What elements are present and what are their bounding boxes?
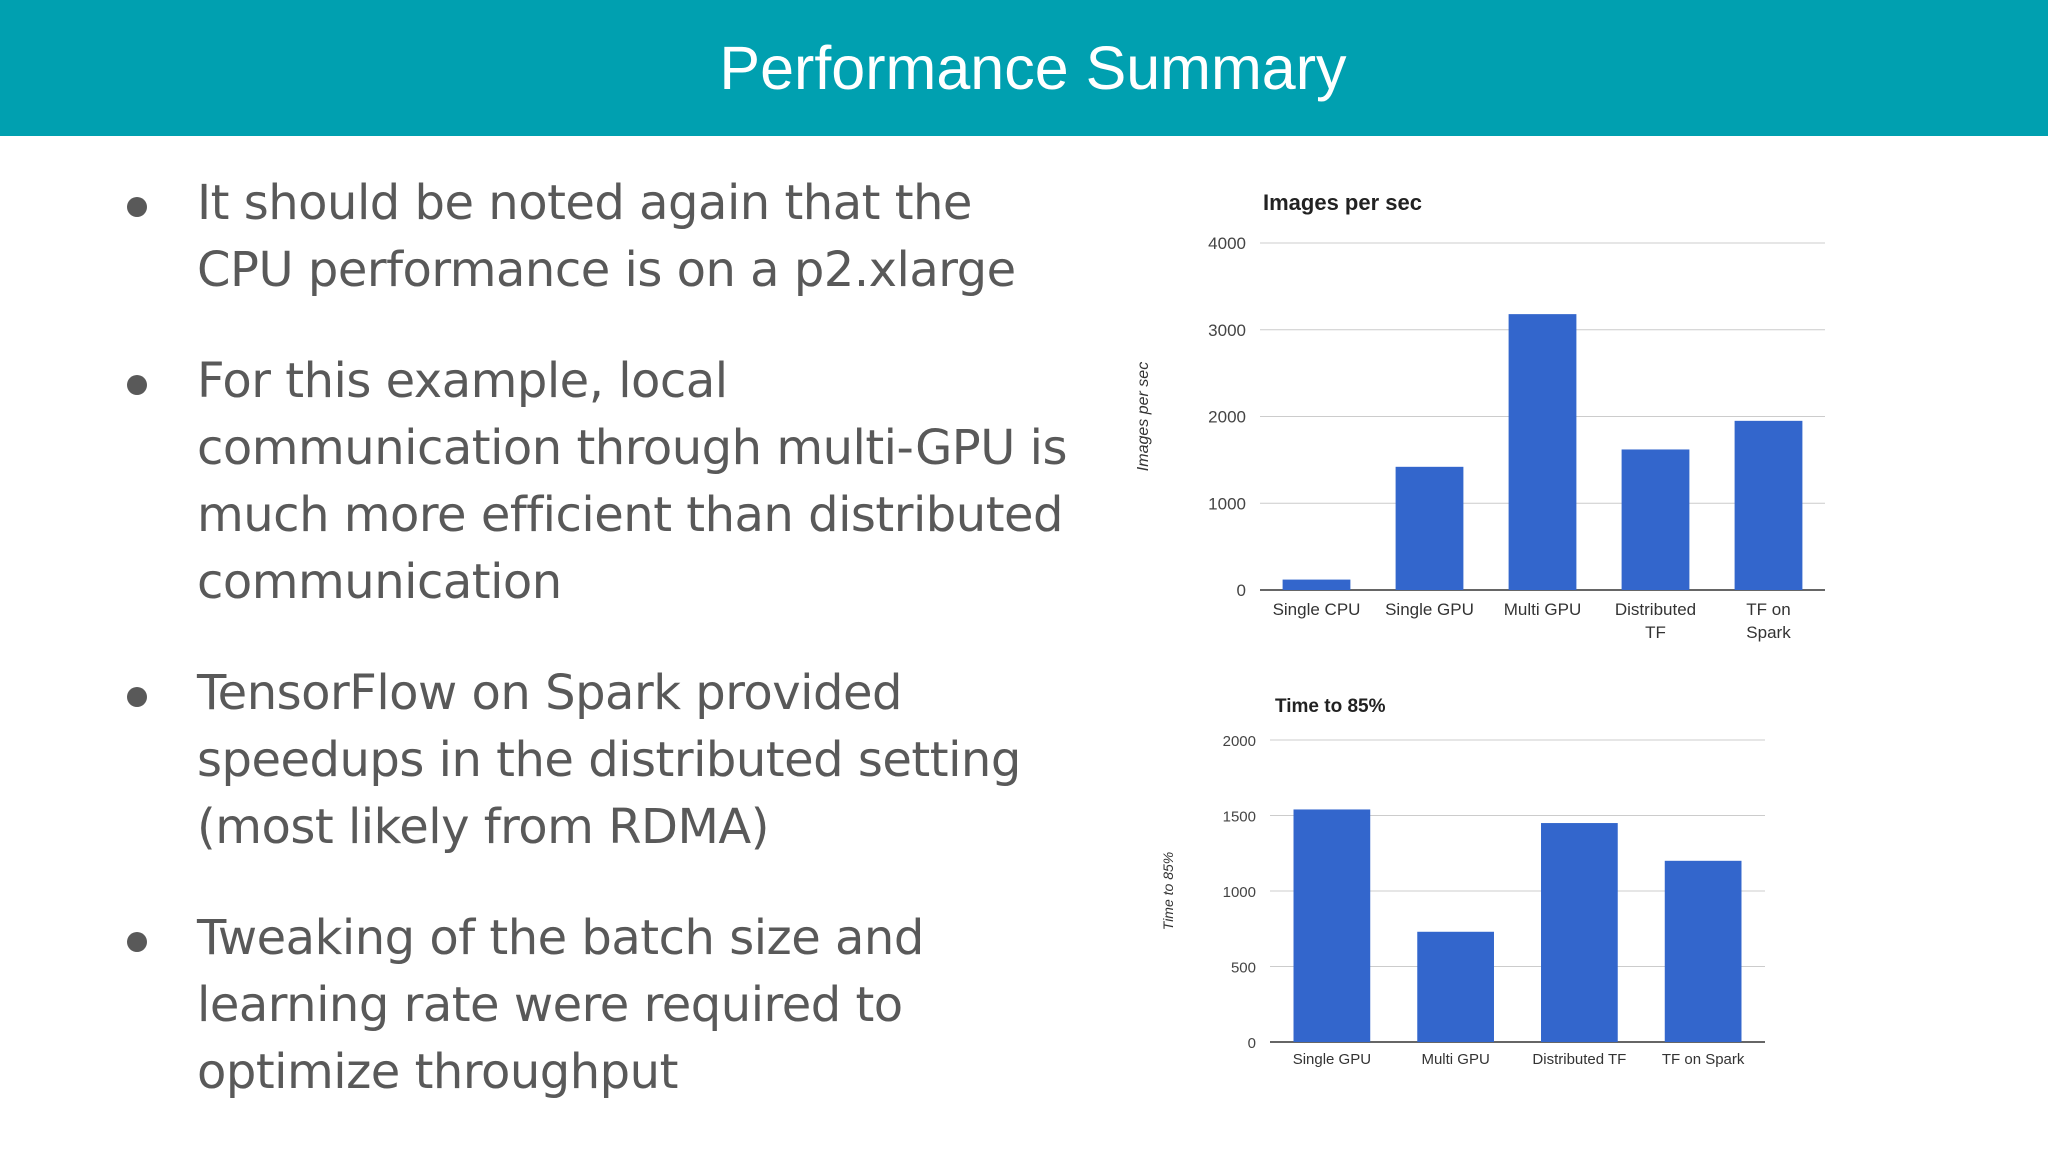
images-per-sec-x-tick-label-line: TF: [1645, 623, 1666, 642]
time-to-85-x-tick-label: Multi GPU: [1421, 1051, 1489, 1068]
images-per-sec-y-tick-label: 2000: [1208, 408, 1246, 427]
time-to-85-y-axis-label: Time to 85%: [1160, 852, 1176, 930]
images-per-sec-x-tick-label-line: Multi GPU: [1504, 600, 1581, 619]
images-per-sec-x-tick-label: Distributed TF: [1615, 600, 1696, 642]
images-per-sec-bar-single-cpu: [1282, 579, 1351, 590]
images-per-sec-x-tick-label-line: Single CPU: [1273, 600, 1361, 619]
bullet-text: TensorFlow on Spark provided speedups in…: [197, 665, 1021, 855]
time-to-85-y-tick-label: 500: [1231, 960, 1256, 977]
images-per-sec-bar-single-gpu: [1395, 466, 1464, 590]
time-to-85-x-tick-label: TF on Spark: [1662, 1051, 1745, 1068]
images-per-sec-x-tick-label: Multi GPU: [1504, 600, 1581, 619]
images-per-sec-title: Images per sec: [1263, 190, 1422, 215]
bullet-dot-icon: [127, 932, 147, 952]
time-to-85-chart-svg: Time to 85% 0 500 1000 1500 2000 Time to 85% Si…: [1160, 696, 1765, 1068]
time-to-85-y-tick-label: 2000: [1223, 733, 1256, 750]
time-to-85-x-tick-label: Single GPU: [1293, 1051, 1371, 1068]
images-per-sec-x-tick-label-line: Distributed: [1615, 600, 1696, 619]
bullet-list: It should be noted again that the CPU pe…: [118, 170, 1078, 1150]
images-per-sec-x-tick-label: TF on Spark: [1746, 600, 1791, 642]
images-per-sec-y-tick-label: 0: [1237, 581, 1246, 600]
images-per-sec-x-tick-label: Single CPU: [1273, 600, 1361, 619]
images-per-sec-x-tick-label-line: Single GPU: [1385, 600, 1474, 619]
time-to-85-chart: Time to 85% 0 500 1000 1500 2000 Time to 85% Si…: [1150, 680, 1770, 1090]
bullet-item: For this example, local communication th…: [118, 348, 1078, 616]
bullet-dot-icon: [127, 197, 147, 217]
slide-title: Performance Summary: [719, 34, 1347, 102]
bullet-text: It should be noted again that the CPU pe…: [197, 175, 1016, 298]
images-per-sec-y-tick-label: 3000: [1208, 321, 1246, 340]
time-to-85-y-tick-label: 0: [1248, 1035, 1256, 1052]
images-per-sec-x-tick-label-line: Spark: [1746, 623, 1791, 642]
bullet-item: TensorFlow on Spark provided speedups in…: [118, 660, 1078, 861]
images-per-sec-x-tick-label: Single GPU: [1385, 600, 1474, 619]
bullet-text: For this example, local communication th…: [197, 353, 1067, 610]
bullet-dot-icon: [127, 375, 147, 395]
time-to-85-x-tick-label: Distributed TF: [1532, 1051, 1626, 1068]
images-per-sec-chart: Images per sec 0 1000 2000 3000 4000 Images pe…: [1120, 180, 1840, 650]
images-per-sec-y-tick-label: 4000: [1208, 234, 1246, 253]
time-to-85-title: Time to 85%: [1275, 696, 1386, 717]
time-to-85-y-tick-label: 1500: [1223, 809, 1256, 826]
images-per-sec-bar-tf-on-spark: [1734, 420, 1803, 590]
title-bar: Performance Summary: [0, 0, 2048, 136]
images-per-sec-bar-multi-gpu: [1508, 314, 1577, 590]
images-per-sec-y-tick-label: 1000: [1208, 494, 1246, 513]
images-per-sec-bar-distributed-tf: [1621, 449, 1690, 590]
images-per-sec-x-tick-label-line: TF on: [1746, 600, 1790, 619]
time-to-85-bar-distributed-tf: [1541, 823, 1618, 1042]
time-to-85-x-tick-label-line: Distributed TF: [1532, 1051, 1626, 1068]
bullet-dot-icon: [127, 687, 147, 707]
time-to-85-y-tick-label: 1000: [1223, 884, 1256, 901]
images-per-sec-chart-svg: Images per sec 0 1000 2000 3000 4000 Images pe…: [1135, 190, 1825, 642]
time-to-85-x-tick-label-line: TF on Spark: [1662, 1051, 1745, 1068]
bullet-text: Tweaking of the batch size and learning …: [197, 910, 924, 1100]
images-per-sec-y-axis-label: Images per sec: [1135, 362, 1152, 471]
time-to-85-bar-single-gpu: [1293, 809, 1371, 1042]
time-to-85-bar-tf-on-spark: [1664, 860, 1742, 1042]
time-to-85-x-tick-label-line: Multi GPU: [1421, 1051, 1489, 1068]
time-to-85-x-tick-label-line: Single GPU: [1293, 1051, 1371, 1068]
time-to-85-bar-multi-gpu: [1417, 931, 1494, 1042]
bullet-item: Tweaking of the batch size and learning …: [118, 905, 1078, 1106]
bullet-item: It should be noted again that the CPU pe…: [118, 170, 1078, 304]
